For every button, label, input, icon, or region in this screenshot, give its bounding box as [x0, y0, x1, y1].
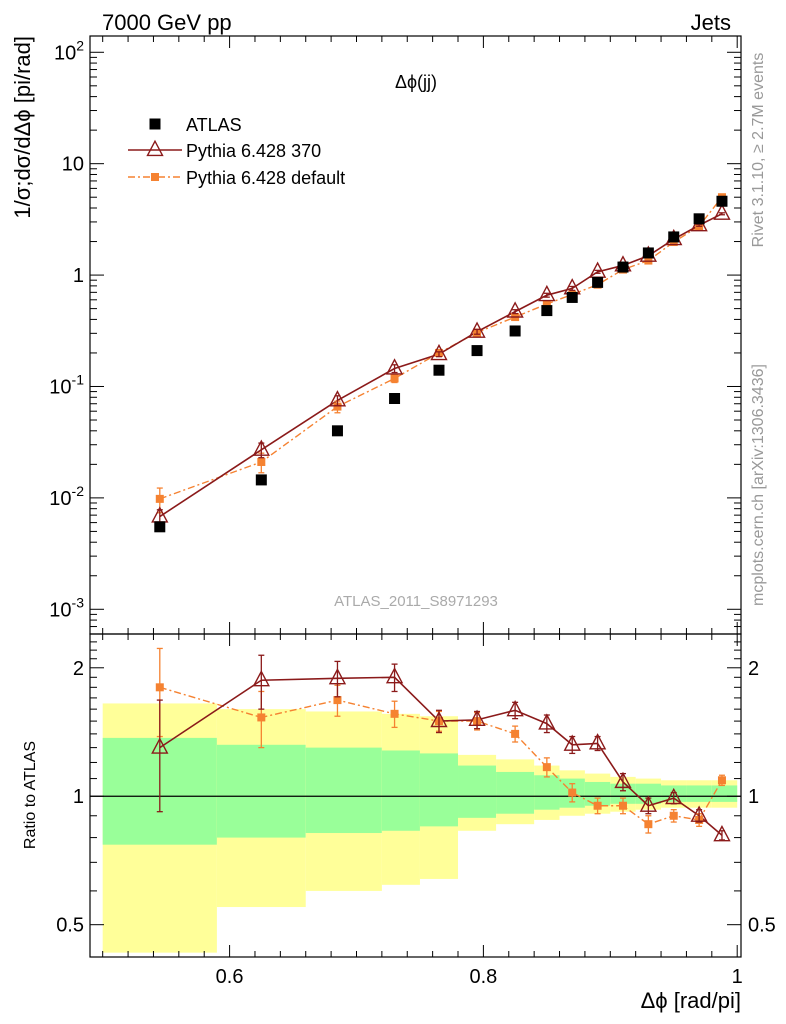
- ratio-p370-point: [639, 795, 658, 812]
- green-band-bin: [711, 785, 738, 802]
- legend-marker-atlas: [149, 118, 161, 130]
- main-panel: 10-3 10-2 10-1 1 10 102 1/σ;dσ/dΔϕ [pi/rad] Δϕ(…: [10, 35, 742, 635]
- atlas-point: [471, 345, 483, 357]
- header-left: 7000 GeV pp: [102, 10, 232, 35]
- x-tick-label: 0.6: [216, 966, 244, 988]
- green-band-bin: [216, 744, 306, 838]
- p370-point: [713, 203, 731, 220]
- green-band-bin: [584, 781, 611, 806]
- ratio-default-point: [333, 696, 342, 705]
- green-band-bin: [419, 753, 459, 827]
- x-tick-label: 0.8: [469, 966, 497, 988]
- y-tick-label: 10-1: [49, 371, 84, 398]
- analysis-watermark: ATLAS_2011_S8971293: [334, 593, 498, 610]
- plot-title: Δϕ(jj): [395, 72, 437, 92]
- ratio-default-point: [593, 801, 602, 810]
- y-tick-label: 10-2: [49, 483, 84, 510]
- atlas-point: [154, 521, 166, 533]
- ratio-p370-point: [468, 709, 486, 726]
- ratio-p370-point: [328, 667, 347, 685]
- ratio-p370-point: [151, 737, 169, 754]
- legend-label: ATLAS: [186, 115, 242, 135]
- ratio-y-tick-label: 1: [73, 786, 84, 808]
- y-tick-label: 10: [62, 154, 84, 176]
- green-band-bin: [458, 765, 497, 818]
- x-axis-label: Δϕ [rad/pi]: [641, 988, 741, 1013]
- p370-point: [430, 343, 448, 361]
- ratio-frame: [89, 633, 742, 958]
- atlas-point: [541, 305, 553, 317]
- x-tick-label: 1: [732, 966, 743, 988]
- p370-point: [538, 284, 556, 302]
- ratio-p370-point: [385, 667, 404, 684]
- ratio-y-tick-label: 0.5: [748, 915, 776, 937]
- ratio-p370-point: [538, 713, 556, 730]
- ratio-y-tick-label: 2: [73, 658, 84, 680]
- ratio-p370-point: [614, 771, 632, 789]
- atlas-point: [509, 325, 521, 337]
- atlas-point: [716, 195, 728, 207]
- atlas-point: [668, 231, 680, 243]
- green-band-bin: [381, 750, 420, 831]
- y-tick-label: 1: [73, 265, 84, 287]
- atlas-point: [592, 276, 604, 288]
- ratio-y-axis-label: Ratio to ATLAS: [22, 741, 39, 849]
- ratio-p370-point: [588, 733, 607, 750]
- ratio-p370-point: [690, 805, 708, 822]
- header-right: Jets: [691, 10, 731, 35]
- atlas-point: [331, 425, 343, 437]
- ratio-default-point: [511, 729, 520, 738]
- default-point: [257, 457, 266, 466]
- legend-marker-370: [146, 139, 164, 157]
- ratio-default-point: [155, 683, 164, 692]
- ratio-default-point: [644, 820, 653, 829]
- green-band-bin: [534, 775, 560, 810]
- ratio-default-point: [618, 801, 627, 810]
- ratio-p370-point: [665, 787, 683, 805]
- p370-point: [252, 439, 270, 456]
- default-point: [542, 300, 551, 309]
- rivet-label: Rivet 3.1.10, ≥ 2.7M events: [750, 53, 767, 248]
- ratio-p370-point: [713, 825, 731, 842]
- p370-point: [468, 321, 486, 338]
- ratio-p370-point: [252, 669, 270, 687]
- ratio-y-tick-label: 1: [748, 786, 759, 808]
- ratio-default-point: [717, 776, 726, 785]
- ratio-y-tick-label: 2: [748, 658, 759, 680]
- ratio-default-point: [257, 713, 266, 722]
- legend-label: Pythia 6.428 default: [186, 168, 345, 188]
- atlas-point: [433, 364, 445, 376]
- atlas-point: [255, 474, 267, 486]
- ratio-p370-point: [506, 700, 524, 717]
- default-point: [333, 402, 342, 411]
- atlas-point: [693, 213, 705, 225]
- atlas-point: [389, 393, 401, 405]
- atlas-point: [642, 247, 654, 259]
- atlas-point: [617, 261, 629, 273]
- ratio-default-point: [542, 763, 551, 772]
- legend-label: Pythia 6.428 370: [186, 141, 321, 161]
- ratio-default-point: [669, 811, 678, 820]
- p370-point: [506, 301, 524, 318]
- ratio-y-tick-label: 0.5: [56, 915, 84, 937]
- p370-point: [328, 390, 347, 407]
- mcplots-label: mcplots.cern.ch [arXiv:1306.3436]: [750, 364, 767, 606]
- green-band-bin: [686, 785, 712, 802]
- atlas-point: [566, 291, 578, 303]
- ratio-default-point: [390, 709, 399, 718]
- ratio-default-point: [568, 788, 577, 797]
- ratio-p370-point: [430, 710, 448, 728]
- y-tick-label: 102: [54, 37, 84, 64]
- ratio-p370-point: [563, 734, 581, 751]
- green-band-bin: [305, 747, 382, 834]
- green-band-bin: [496, 771, 535, 814]
- default-point: [155, 494, 164, 503]
- y-axis-label: 1/σ;dσ/dΔϕ [pi/rad]: [10, 36, 35, 219]
- default-point: [390, 374, 399, 383]
- legend-marker-default: [151, 173, 159, 181]
- y-tick-label: 10-3: [49, 594, 84, 621]
- p370-point: [385, 358, 404, 375]
